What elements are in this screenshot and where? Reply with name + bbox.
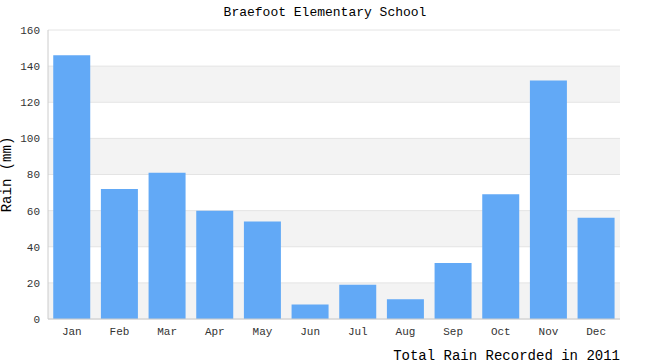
svg-text:Total Rain Recorded in 2011: Total Rain Recorded in 2011 <box>393 348 620 360</box>
svg-text:40: 40 <box>27 242 40 254</box>
svg-text:May: May <box>253 326 273 338</box>
svg-text:Feb: Feb <box>110 326 130 338</box>
svg-text:Jul: Jul <box>348 326 368 338</box>
svg-text:Oct: Oct <box>491 326 511 338</box>
svg-text:80: 80 <box>27 169 40 181</box>
svg-text:60: 60 <box>27 206 40 218</box>
svg-text:120: 120 <box>20 97 40 109</box>
svg-text:Jun: Jun <box>300 326 320 338</box>
svg-text:Rain (mm): Rain (mm) <box>8 137 15 213</box>
svg-text:Aug: Aug <box>396 326 416 338</box>
svg-text:Apr: Apr <box>205 326 225 338</box>
svg-text:20: 20 <box>27 278 40 290</box>
svg-text:Dec: Dec <box>586 326 606 338</box>
svg-text:Nov: Nov <box>539 326 559 338</box>
svg-text:Jan: Jan <box>62 326 82 338</box>
html-text:Braefoot Elementary School: Braefoot Elementary School <box>223 5 427 20</box>
svg-text:Sep: Sep <box>443 326 463 338</box>
svg-text:160: 160 <box>20 25 40 37</box>
svg-text:140: 140 <box>20 61 40 73</box>
svg-text:100: 100 <box>20 133 40 145</box>
svg-text:Mar: Mar <box>157 326 177 338</box>
svg-text:0: 0 <box>33 314 40 326</box>
